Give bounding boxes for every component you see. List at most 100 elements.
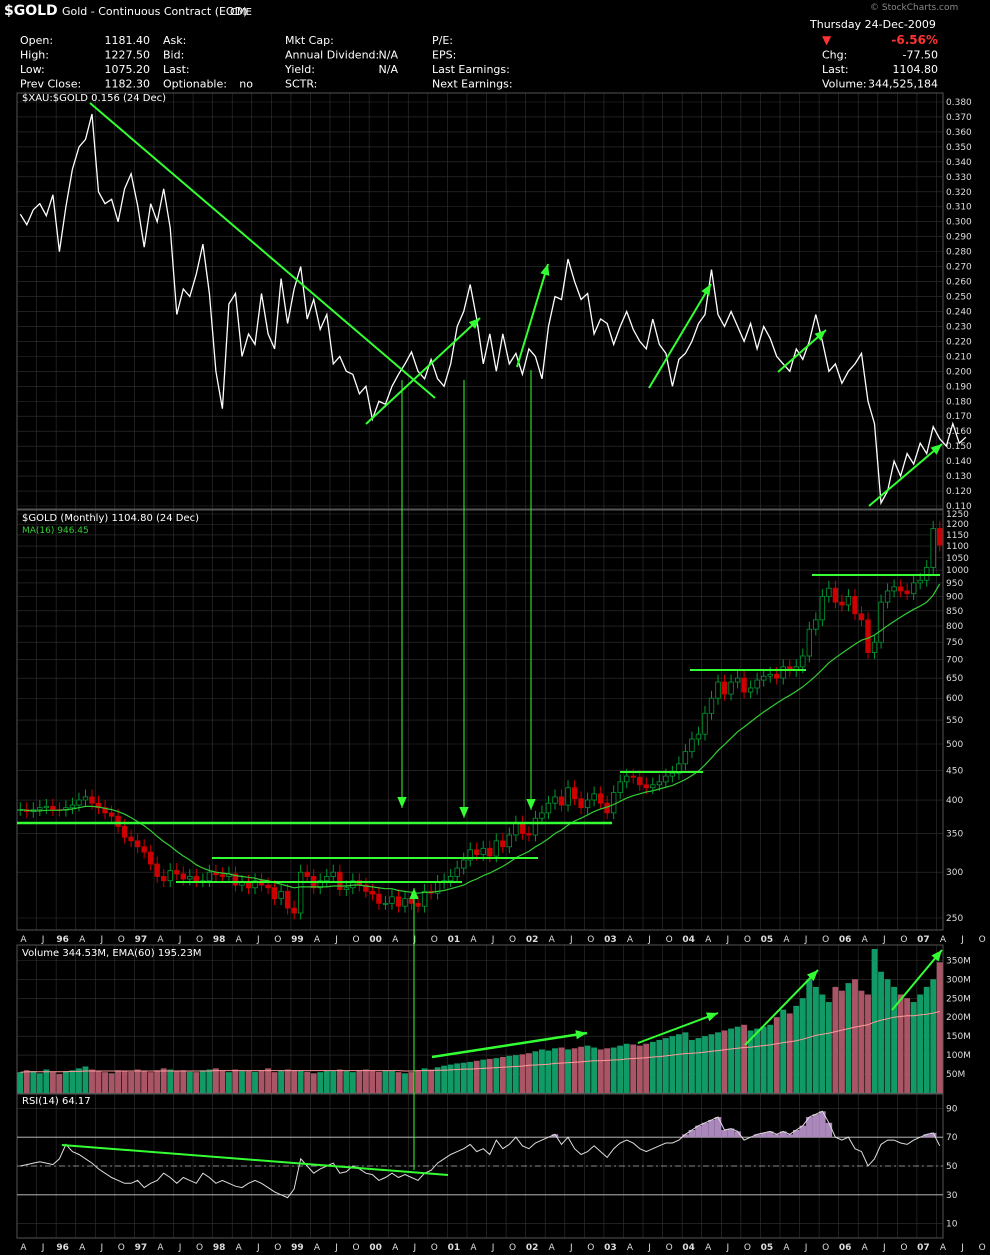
- volume-bar: [760, 1026, 767, 1093]
- y-tick-label: 500: [946, 740, 963, 750]
- x-tick-label: J: [491, 1243, 495, 1253]
- volume-bar: [734, 1026, 741, 1093]
- volume-bar: [167, 1069, 174, 1093]
- candle-body: [291, 907, 297, 914]
- volume-bar: [565, 1049, 571, 1093]
- volume-bar: [291, 1070, 298, 1093]
- y-tick-label: 700: [946, 656, 963, 666]
- downtrend-line: [89, 102, 436, 399]
- rsi-overbought-fill: [923, 1134, 930, 1138]
- y-tick-label: 250M: [946, 994, 971, 1004]
- x-tick-label: O: [822, 1243, 829, 1253]
- volume-bar: [917, 994, 924, 1093]
- y-tick-label: 0.280: [946, 248, 972, 258]
- candle-body: [630, 775, 636, 778]
- ratio-legend: $XAU:$GOLD 0.156 (24 Dec): [22, 93, 166, 104]
- candle-body: [337, 871, 343, 890]
- y-tick-label: 650: [946, 674, 963, 684]
- candle-body: [571, 787, 578, 800]
- quote-field-label: Open:: [20, 34, 53, 47]
- quote-field-value: 1227.50: [105, 49, 151, 62]
- volume-bar: [258, 1070, 265, 1093]
- candle-body: [252, 880, 258, 889]
- x-tick-label: O: [509, 935, 516, 945]
- y-tick-label: 0.170: [946, 412, 972, 422]
- x-tick-label: O: [118, 1243, 125, 1253]
- volume-bar: [525, 1053, 532, 1093]
- candle-body: [878, 601, 884, 643]
- volume-bar: [825, 1002, 832, 1093]
- candle-body: [702, 712, 708, 735]
- candle-body: [154, 863, 160, 877]
- annotation-arrow: [868, 443, 943, 507]
- volume-bar: [630, 1044, 637, 1093]
- rsi-overbought-fill: [727, 1128, 735, 1138]
- candle-body: [82, 796, 89, 801]
- x-tick-label: J: [725, 935, 729, 945]
- candle-body: [395, 896, 402, 907]
- y-tick-label: 0.260: [946, 278, 972, 288]
- quote-field-label: Last Earnings:: [432, 63, 510, 76]
- x-tick-label: O: [900, 935, 907, 945]
- rsi-overbought-fill: [708, 1119, 715, 1138]
- candle-body: [552, 796, 558, 804]
- candle-body: [741, 677, 747, 693]
- candle-body: [102, 807, 108, 814]
- volume-bar: [747, 1030, 754, 1093]
- candle-body: [865, 619, 871, 653]
- candle-body: [115, 815, 121, 827]
- ma-line: [20, 583, 941, 894]
- volume-bar: [362, 1069, 369, 1093]
- volume-bar: [199, 1070, 206, 1093]
- x-tick-label: O: [822, 935, 829, 945]
- volume-bar: [115, 1070, 122, 1093]
- volume-bar: [499, 1057, 506, 1093]
- volume-bar: [708, 1034, 715, 1093]
- x-tick-label: A: [392, 935, 399, 945]
- x-tick-label: 02: [526, 1243, 539, 1253]
- candle-body: [128, 836, 134, 842]
- candle-body: [519, 822, 526, 834]
- volume-bar: [336, 1069, 343, 1093]
- volume-bar: [245, 1071, 252, 1093]
- candle-body: [695, 733, 702, 740]
- volume-bar: [891, 986, 898, 1093]
- volume-bar: [486, 1058, 493, 1093]
- volume-bar: [36, 1073, 43, 1093]
- pct-change: -6.56%: [891, 33, 938, 47]
- y-tick-label: 0.190: [946, 382, 972, 392]
- y-tick-label: 1250: [946, 510, 969, 520]
- volume-bar: [304, 1071, 311, 1093]
- x-tick-label: J: [334, 1243, 338, 1253]
- volume-bar: [819, 994, 826, 1093]
- volume-bar: [69, 1070, 76, 1093]
- x-tick-label: O: [744, 935, 751, 945]
- candle-body: [134, 840, 141, 848]
- x-tick-label: 98: [213, 1243, 226, 1253]
- x-tick-label: A: [549, 1243, 556, 1253]
- x-tick-label: A: [157, 1243, 164, 1253]
- x-tick-label: A: [236, 1243, 243, 1253]
- volume-bar: [369, 1071, 376, 1093]
- candle-body: [852, 596, 858, 615]
- x-tick-label: J: [569, 935, 573, 945]
- quote-field-label: High:: [20, 49, 49, 62]
- x-tick-label: A: [549, 935, 556, 945]
- x-tick-label: A: [783, 935, 790, 945]
- y-tick-label: 0.210: [946, 352, 972, 362]
- candle-body: [760, 675, 767, 681]
- y-tick-label: 50M: [946, 1070, 965, 1080]
- volume-bar: [904, 998, 911, 1093]
- price-panel-frame: [16, 509, 944, 931]
- quote-field-value: no: [239, 78, 253, 91]
- quote-field-value: 1075.20: [105, 63, 151, 76]
- candle-body: [180, 873, 186, 880]
- y-tick-label: 450: [946, 766, 963, 776]
- y-tick-label: 0.360: [946, 128, 972, 138]
- volume-bar: [375, 1071, 382, 1093]
- annotation-arrowhead: [526, 798, 536, 810]
- candle-body: [937, 528, 943, 546]
- candle-body: [871, 641, 878, 653]
- x-tick-label: 06: [839, 935, 852, 945]
- candle-body: [284, 890, 291, 909]
